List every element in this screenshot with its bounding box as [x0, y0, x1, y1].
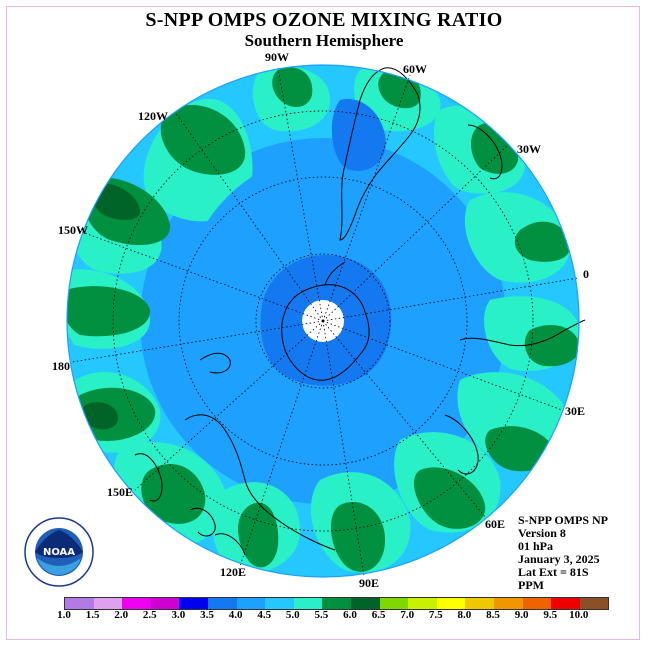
- colorbar-swatch: [93, 598, 123, 609]
- colorbar-swatch: [322, 598, 351, 609]
- graticule: [71, 67, 579, 577]
- colorbar-tick-label: 9.5: [543, 609, 558, 621]
- lon-label-30w: 30W: [517, 142, 541, 156]
- ozone-field: [67, 65, 579, 577]
- colorbar-swatch: [350, 598, 380, 609]
- colorbar-tick-label: 6.5: [371, 609, 386, 621]
- lon-label-150e: 150E: [107, 485, 134, 499]
- colorbar-swatch: [465, 598, 494, 609]
- colorbar-swatch: [551, 598, 580, 609]
- colorbar-swatch: [436, 598, 466, 609]
- colorbar-tick-label: 6.0: [343, 609, 357, 621]
- colorbar-tick-label: 5.0: [285, 609, 300, 621]
- colorbar-swatch: [236, 598, 266, 609]
- lon-label-60w: 60W: [403, 62, 427, 76]
- figure-subtitle: Southern Hemisphere: [244, 31, 404, 50]
- colorbar-tick-label: 7.0: [400, 609, 415, 621]
- lon-label-150w: 150W: [58, 223, 88, 237]
- colorbar-swatch: [522, 598, 552, 609]
- colorbar: [64, 597, 610, 610]
- lon-label-30e: 30E: [565, 404, 586, 418]
- colorbar-tick-label: 2.0: [114, 609, 129, 621]
- lon-label-90w: 90W: [265, 50, 289, 64]
- info-units: PPM: [518, 578, 544, 592]
- colorbar-tick-label: 1.5: [85, 609, 100, 621]
- colorbar-tick-label: 8.5: [486, 609, 500, 621]
- figure-frame: [6, 6, 640, 640]
- info-level: 01 hPa: [518, 539, 554, 553]
- lon-label-120w: 120W: [138, 109, 168, 123]
- colorbar-swatch: [493, 598, 523, 609]
- colorbar-swatch: [408, 598, 437, 609]
- noaa-logo-text: NOAA: [43, 547, 75, 558]
- lon-label-60e: 60E: [485, 517, 506, 531]
- lon-label-120e: 120E: [220, 565, 247, 579]
- colorbar-tick-label: 1.0: [57, 609, 71, 621]
- colorbar-tick-label: 8.0: [457, 609, 472, 621]
- colorbar-tick-label: 4.5: [257, 609, 272, 621]
- colorbar-tick-label: 7.5: [428, 609, 443, 621]
- colorbar-swatch: [150, 598, 180, 609]
- colorbar-swatch: [207, 598, 237, 609]
- lon-label-0: 0: [583, 267, 589, 281]
- colorbar-swatch: [179, 598, 208, 609]
- colorbar-swatch: [379, 598, 409, 609]
- colorbar-swatch: [122, 598, 151, 609]
- coastlines: [134, 67, 586, 556]
- colorbar-tick-label: 2.5: [142, 609, 157, 621]
- info-instrument: S-NPP OMPS NP: [518, 513, 608, 527]
- colorbar-swatch: [265, 598, 294, 609]
- colorbar-tick-label: 3.5: [200, 609, 214, 621]
- colorbar-tick-label: 10.0: [569, 609, 589, 621]
- colorbar-tick-label: 9.0: [514, 609, 529, 621]
- noaa-logo: NOAA: [24, 517, 94, 587]
- colorbar-swatch: [65, 598, 94, 609]
- colorbar-swatch: [579, 598, 609, 609]
- info-date: January 3, 2025: [518, 552, 600, 566]
- colorbar-tick-label: 5.5: [314, 609, 329, 621]
- lon-label-180: 180: [52, 359, 70, 373]
- info-lat-ext: Lat Ext = 81S: [518, 565, 589, 579]
- info-version: Version 8: [518, 526, 566, 540]
- map-border: [66, 64, 580, 578]
- info-block: S-NPP OMPS NP Version 8 01 hPa January 3…: [518, 514, 608, 592]
- colorbar-tick-label: 4.0: [228, 609, 243, 621]
- colorbar-tick-label: 3.0: [171, 609, 186, 621]
- figure-title: S-NPP OMPS OZONE MIXING RATIO: [145, 9, 503, 31]
- colorbar-swatch: [293, 598, 323, 609]
- lon-label-90e: 90E: [359, 576, 380, 590]
